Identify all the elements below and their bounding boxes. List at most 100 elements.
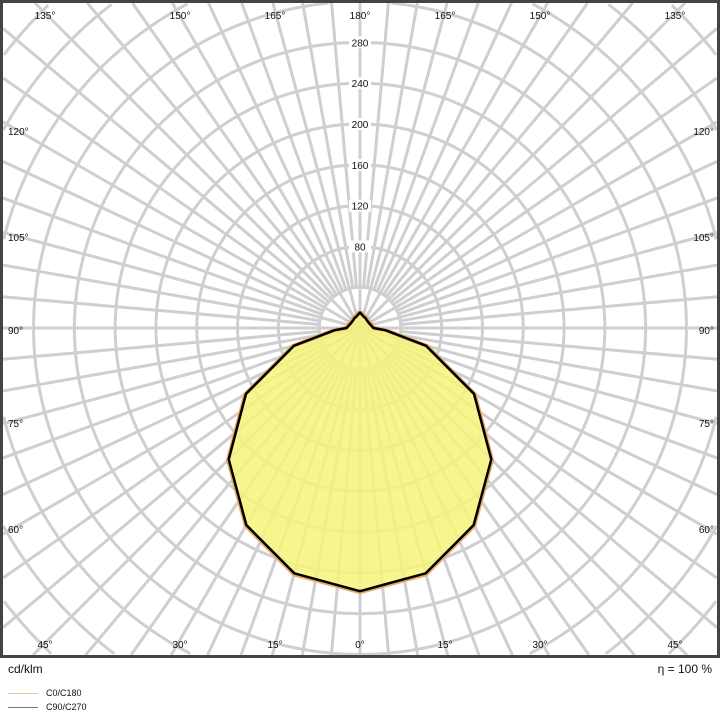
- grid-ring: [1, 3, 113, 131]
- radial-tick-label: 80: [354, 242, 366, 253]
- angle-label-right: 120°: [693, 127, 714, 138]
- efficiency-label: η = 100 %: [657, 662, 712, 676]
- grid-ring: [2, 2, 189, 240]
- angle-labels: 135° 150° 165° 180° 165° 150° 135° 45° 30° 15° 0° 1…: [8, 11, 714, 651]
- angle-label-bottom: 30°: [172, 640, 187, 651]
- intensity-fill: [228, 312, 492, 593]
- grid-spoke: [207, 2, 345, 292]
- angle-label-left: 90°: [8, 326, 23, 337]
- angle-label-left: 75°: [8, 419, 23, 430]
- angle-label-right: 60°: [699, 525, 714, 536]
- angle-label-left: 105°: [8, 233, 29, 244]
- radial-tick-label: 200: [352, 120, 369, 131]
- grid-spoke: [392, 76, 718, 306]
- grid-spoke: [397, 196, 718, 316]
- grid-spoke: [2, 76, 328, 306]
- grid-spoke: [359, 120, 718, 330]
- grid-ring: [670, 4, 718, 56]
- radial-tick-bg: [349, 240, 371, 253]
- radial-tick-label: 240: [352, 79, 369, 90]
- grid-ring: [607, 3, 719, 131]
- grid-spoke: [358, 2, 449, 329]
- radial-tick-label: 160: [352, 161, 369, 172]
- grid-spoke: [2, 27, 330, 303]
- grid-ring: [531, 2, 718, 240]
- grid-spoke: [399, 263, 718, 323]
- radial-tick-bg: [349, 158, 371, 171]
- grid-spoke: [396, 160, 718, 313]
- angle-label-top: 165°: [265, 11, 286, 22]
- grid-spoke: [362, 2, 390, 288]
- angle-label-top: 150°: [170, 11, 191, 22]
- series-c90-c270: [227, 311, 493, 593]
- unit-label: cd/klm: [8, 662, 43, 676]
- plot-frame: [0, 0, 720, 658]
- angle-label-top: 165°: [435, 11, 456, 22]
- grid-spoke: [2, 330, 320, 361]
- angle-label-top: 180°: [350, 11, 371, 22]
- grid-spoke: [2, 196, 323, 316]
- radial-tick-label: 280: [352, 38, 369, 49]
- grid-spoke: [372, 2, 480, 291]
- grid-spoke: [271, 2, 362, 329]
- legend-item-c90: C90/C270: [8, 702, 87, 713]
- grid-spoke: [2, 340, 323, 460]
- grid-ring: [32, 1, 360, 656]
- grid-spoke: [365, 2, 419, 289]
- angle-label-bottom: 15°: [267, 640, 282, 651]
- grid-spoke: [33, 1, 362, 330]
- grid-spoke: [400, 330, 718, 361]
- grid-spoke: [240, 2, 348, 291]
- grid-spoke: [358, 1, 687, 330]
- grid-spoke: [131, 2, 338, 296]
- angle-label-bottom: 45°: [37, 640, 52, 651]
- grid-ring: [604, 525, 719, 656]
- grid-spoke: [385, 2, 634, 298]
- angle-label-bottom: 30°: [532, 640, 547, 651]
- angle-label-top: 135°: [35, 11, 56, 22]
- grid-spoke: [86, 2, 335, 298]
- grid-spoke: [397, 340, 718, 460]
- grid-spoke: [399, 333, 718, 393]
- grid-ring: [1, 525, 116, 656]
- legend-swatch-c90: [8, 707, 38, 708]
- legend-label-c0: C0/C180: [46, 688, 82, 698]
- radial-tick-labels: 80 120 160 200 240 280: [349, 36, 371, 253]
- radial-tick-bg: [349, 118, 371, 130]
- grid-spoke: [358, 2, 549, 329]
- legend-swatch-c0: [8, 693, 38, 694]
- grid-ring: [360, 1, 688, 656]
- radial-tick-bg: [349, 77, 371, 90]
- grid-spoke: [2, 120, 361, 330]
- grid-ring: [528, 416, 718, 656]
- grid-spoke: [2, 263, 321, 323]
- polar-grid: [1, 1, 719, 657]
- legend-label-c90: C90/C270: [46, 702, 87, 712]
- radial-tick-bg: [349, 36, 371, 49]
- radial-tick-label: 120: [352, 202, 369, 213]
- grid-spoke: [2, 333, 321, 393]
- angle-label-bottom: 0°: [355, 640, 365, 651]
- grid-spoke: [375, 2, 513, 292]
- radial-tick-bg: [349, 199, 371, 212]
- grid-ring: [2, 416, 192, 656]
- intensity-curves: [225, 310, 495, 595]
- grid-spoke: [400, 295, 718, 326]
- grid-spoke: [2, 230, 361, 330]
- grid-spoke: [382, 2, 589, 296]
- grid-spoke: [171, 2, 362, 329]
- angle-label-bottom: 45°: [667, 640, 682, 651]
- angle-label-top: 150°: [530, 11, 551, 22]
- angle-label-right: 75°: [699, 419, 714, 430]
- grid-spoke: [301, 2, 355, 289]
- angle-label-right: 105°: [693, 233, 714, 244]
- grid-spoke: [330, 2, 358, 288]
- angle-label-top: 135°: [665, 11, 686, 22]
- grid-spoke: [2, 160, 324, 313]
- grid-spoke: [359, 230, 718, 330]
- angle-label-left: 120°: [8, 127, 29, 138]
- angle-label-right: 90°: [699, 326, 714, 337]
- grid-spoke: [390, 27, 718, 303]
- grid-ring: [2, 4, 50, 56]
